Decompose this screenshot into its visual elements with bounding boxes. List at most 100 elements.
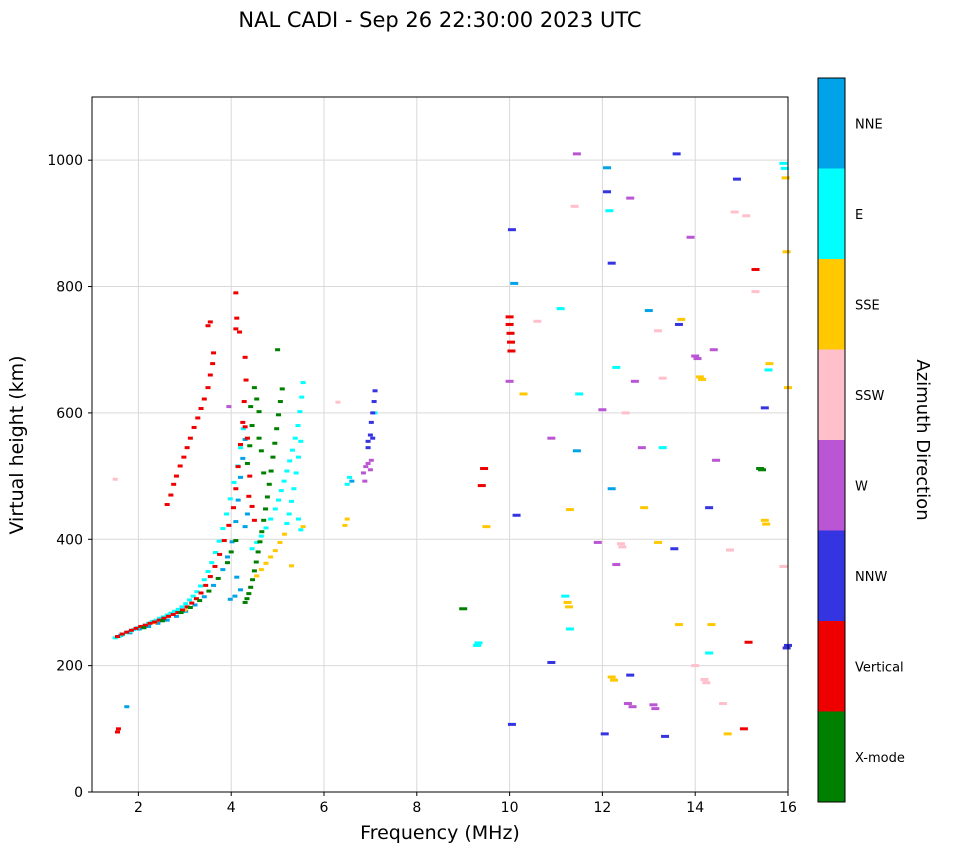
- data-point-SSW: [533, 319, 542, 323]
- data-point-Vertical: [184, 605, 190, 609]
- data-point-Vertical: [242, 355, 248, 359]
- data-point-SSW: [691, 664, 700, 668]
- data-point-NNE: [229, 540, 235, 544]
- data-point-Vertical: [505, 315, 514, 319]
- data-point-SSE: [765, 362, 774, 366]
- data-point-X-mode: [268, 469, 274, 473]
- data-point-E: [179, 605, 185, 609]
- data-point-E: [249, 547, 255, 551]
- data-point-NNE: [233, 520, 239, 524]
- data-point-NNE: [607, 487, 616, 491]
- data-point-Vertical: [207, 320, 213, 324]
- data-point-Vertical: [506, 331, 515, 335]
- data-point-X-mode: [187, 606, 193, 610]
- data-point-Vertical: [191, 425, 197, 429]
- data-point-Vertical: [173, 474, 179, 478]
- data-point-E: [565, 627, 574, 631]
- data-point-X-mode: [233, 539, 239, 543]
- data-point-Vertical: [161, 616, 167, 620]
- data-point-NNE: [155, 621, 161, 625]
- data-point-NNW: [368, 420, 374, 424]
- data-point-Vertical: [237, 330, 243, 334]
- data-point-X-mode: [251, 569, 257, 573]
- data-point-SSE: [565, 508, 574, 512]
- data-point-X-mode: [224, 561, 230, 565]
- data-point-E: [201, 578, 207, 582]
- data-point-Vertical: [217, 552, 223, 556]
- data-point-NNW: [547, 660, 556, 664]
- data-point-SSE: [268, 555, 274, 559]
- data-point-E: [291, 487, 297, 491]
- data-point-X-mode: [249, 424, 255, 428]
- data-point-Vertical: [233, 487, 239, 491]
- data-point-X-mode: [266, 482, 272, 486]
- colorbar-tick-label: NNW: [855, 570, 887, 585]
- data-point-W: [612, 563, 621, 567]
- data-point-X-mode: [459, 607, 468, 611]
- data-point-NNW: [600, 732, 609, 736]
- data-point-NNE: [164, 618, 170, 622]
- data-point-NNE: [234, 575, 240, 579]
- data-point-SSE: [762, 522, 771, 526]
- data-point-E: [347, 475, 353, 479]
- data-point-X-mode: [258, 449, 264, 453]
- data-point-SSW: [702, 681, 711, 685]
- data-point-E: [473, 643, 482, 647]
- data-point-E: [272, 507, 278, 511]
- data-point-SSE: [272, 549, 278, 553]
- data-point-W: [368, 458, 374, 462]
- data-point-SSW: [112, 477, 118, 481]
- data-point-Vertical: [187, 436, 193, 440]
- data-point-NNE: [510, 281, 519, 285]
- data-point-E: [705, 651, 714, 655]
- y-axis-label: Virtual height (km): [6, 355, 28, 535]
- data-point-SSE: [342, 523, 348, 527]
- data-point-SSW: [335, 400, 341, 404]
- data-point-W: [649, 703, 658, 707]
- data-point-E: [658, 446, 667, 450]
- colorbar-band-Vertical: [818, 621, 845, 712]
- data-point-E: [295, 455, 301, 459]
- data-point-Vertical: [207, 575, 213, 579]
- data-point-X-mode: [250, 578, 256, 582]
- data-point-SSE: [760, 518, 769, 522]
- data-point-W: [691, 354, 700, 358]
- data-point-E: [298, 528, 304, 532]
- data-point-NNW: [367, 433, 373, 437]
- data-point-Vertical: [210, 362, 216, 366]
- data-point-E: [205, 569, 211, 573]
- data-point-NNW: [372, 389, 378, 393]
- data-point-NNW: [365, 439, 371, 443]
- data-point-X-mode: [215, 576, 221, 580]
- data-point-X-mode: [248, 405, 254, 409]
- data-point-SSE: [563, 600, 572, 604]
- data-point-W: [709, 348, 718, 352]
- data-point-Vertical: [246, 494, 252, 498]
- data-point-W: [363, 465, 369, 469]
- data-point-X-mode: [251, 386, 257, 390]
- chart-title: NAL CADI - Sep 26 22:30:00 2023 UTC: [238, 8, 642, 32]
- data-point-Vertical: [226, 523, 232, 527]
- data-point-X-mode: [247, 444, 253, 448]
- data-point-X-mode: [758, 468, 767, 472]
- data-point-Vertical: [119, 632, 125, 636]
- data-point-Vertical: [193, 597, 199, 601]
- data-point-E: [157, 616, 163, 620]
- data-point-Vertical: [170, 612, 176, 616]
- data-point-SSW: [742, 214, 751, 218]
- data-point-Vertical: [477, 484, 486, 488]
- data-point-NNW: [760, 406, 769, 410]
- data-point-E: [300, 381, 306, 385]
- data-point-SSE: [482, 525, 491, 529]
- data-point-SSW: [730, 210, 739, 214]
- data-point-E: [764, 368, 773, 372]
- data-point-Vertical: [115, 727, 121, 731]
- colorbar-band-NNW: [818, 530, 845, 622]
- data-point-E: [284, 469, 290, 473]
- data-point-SSE: [677, 317, 686, 321]
- data-point-E: [194, 590, 200, 594]
- data-point-Vertical: [240, 420, 246, 424]
- data-point-W: [686, 235, 695, 239]
- data-point-Vertical: [211, 351, 217, 355]
